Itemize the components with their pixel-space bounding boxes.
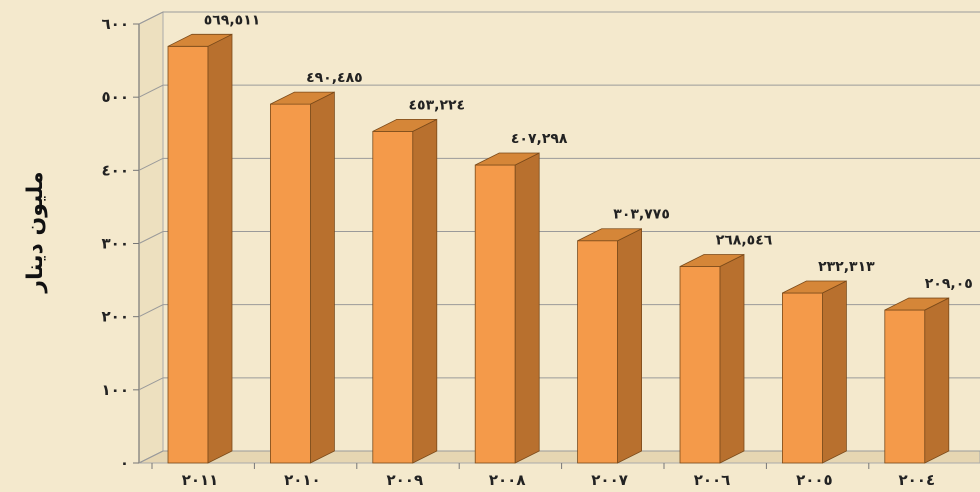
y-tick-label: ٣٠٠: [102, 235, 129, 253]
y-tick-label: ١٠٠: [102, 381, 129, 399]
x-tick-label: ٢٠٠٧: [591, 471, 628, 489]
bar-top: [475, 152, 540, 166]
x-tick-label: ٢٠٠٩: [386, 471, 423, 489]
bar-front: [167, 45, 209, 464]
data-label: ٢٦٨,٥٤٦: [716, 233, 773, 249]
gridline: [138, 84, 980, 98]
gridlines: [133, 11, 980, 464]
bar-front: [884, 309, 926, 464]
gridline: [138, 11, 980, 25]
data-label: ٤٩٠,٤٨٥: [306, 70, 363, 86]
y-tick-label: ٤٠٠: [102, 161, 129, 179]
bar-front: [577, 240, 618, 464]
bar: [679, 253, 745, 464]
bar-side: [617, 228, 642, 464]
bar: [269, 91, 335, 464]
data-label: ٢٠٩,٠٥: [925, 276, 973, 292]
x-tick-label: ٢٠٠٦: [694, 471, 731, 489]
data-label: ٢٣٢,٣١٣: [818, 259, 875, 275]
bar-side: [412, 118, 438, 464]
bar: [782, 280, 847, 464]
bar: [474, 152, 540, 464]
bar-front: [372, 130, 414, 464]
data-label: ٣٠٣,٧٧٥: [613, 207, 670, 223]
bar: [884, 297, 950, 464]
bar-side: [822, 280, 847, 464]
data-labels: ٥٦٩,٥١١ ٤٩٠,٤٨٥ ٤٥٣,٢٢٤ ٤٠٧,٢٩٨ ٣٠٣,٧٧٥ ٢٦٨,٥…: [204, 12, 973, 292]
bar-front: [269, 103, 311, 464]
x-tick-label: ٢٠١١: [182, 471, 219, 489]
x-tick-label: ٢٠١٠: [284, 471, 321, 489]
bar-side: [924, 297, 950, 464]
bar-front: [474, 164, 516, 464]
bar-side: [719, 253, 745, 464]
data-label: ٤٠٧,٢٩٨: [511, 131, 568, 147]
bar-side: [207, 33, 233, 464]
bar-top: [270, 91, 335, 105]
floor: [138, 450, 980, 464]
x-tick-label: ٢٠٠٤: [898, 471, 935, 489]
y-tick-label: ٥٠٠: [102, 88, 129, 106]
bars: [167, 33, 950, 464]
bar: [577, 228, 642, 464]
gridline: [138, 231, 980, 244]
y-axis-ticks: ٠ ١٠٠ ٢٠٠ ٣٠٠ ٤٠٠ ٥٠٠ ٦٠٠: [102, 15, 129, 472]
bar-side: [514, 152, 540, 464]
y-tick-label: ٠: [120, 454, 129, 472]
bar-front: [679, 266, 721, 464]
bar-top: [782, 280, 847, 294]
bar-side: [309, 91, 335, 464]
bar-top: [372, 118, 437, 132]
bar: [167, 33, 233, 464]
gridline: [138, 157, 980, 171]
bar: [372, 118, 438, 464]
x-axis-labels: ٢٠١١ ٢٠١٠ ٢٠٠٩ ٢٠٠٨ ٢٠٠٧ ٢٠٠٦ ٢٠٠٥ ٢٠٠٤: [151, 463, 935, 489]
x-tick-label: ٢٠٠٨: [489, 471, 526, 489]
y-tick-label: ٢٠٠: [102, 308, 129, 326]
y-axis-label: مليون دينار: [23, 171, 48, 293]
data-label: ٤٥٣,٢٢٤: [409, 97, 466, 113]
y-tick-label: ٦٠٠: [102, 15, 129, 33]
bar-top: [577, 228, 642, 242]
gridline: [138, 304, 980, 318]
data-label: ٥٦٩,٥١١: [204, 12, 261, 28]
bar-top: [679, 254, 745, 267]
chart-walls: [138, 11, 980, 464]
bar-top: [167, 33, 233, 47]
x-tick-label: ٢٠٠٥: [796, 471, 833, 489]
gridline: [138, 377, 980, 391]
bar-top: [884, 297, 949, 311]
bar-front: [782, 292, 823, 464]
